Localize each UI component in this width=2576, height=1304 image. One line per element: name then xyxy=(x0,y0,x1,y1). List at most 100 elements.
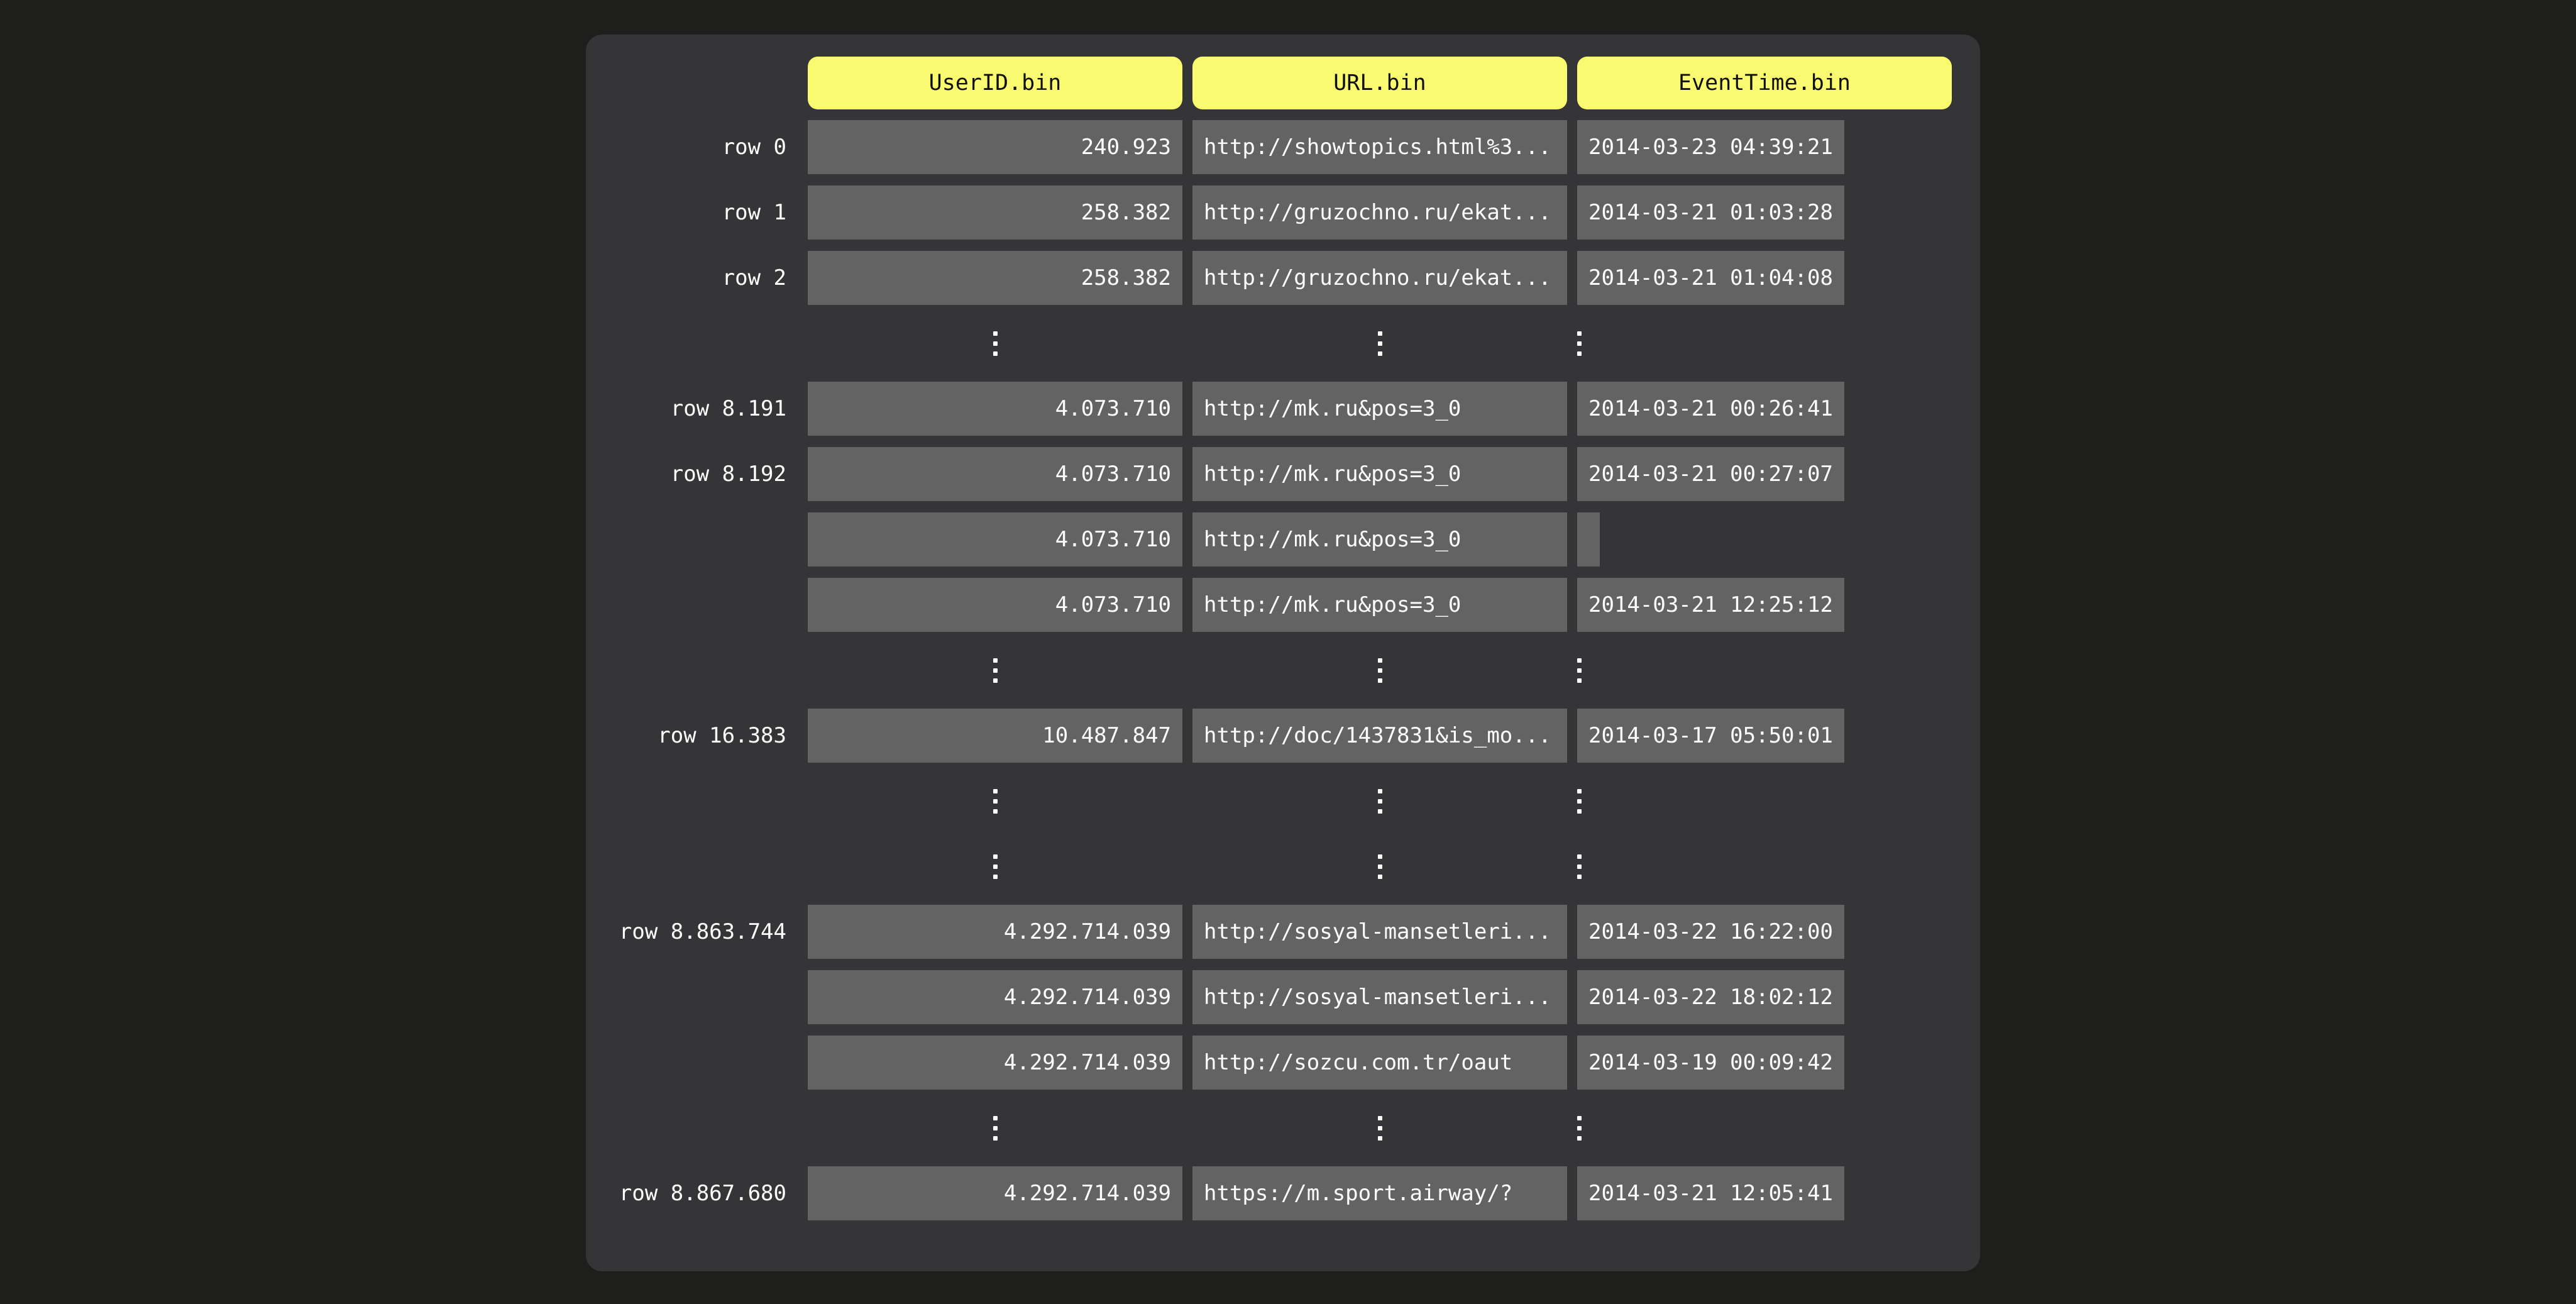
ellipsis-dot xyxy=(1577,809,1582,814)
cell-eventtime[interactable]: 2014-03-21 00:26:41 xyxy=(1577,382,1844,436)
cell-eventtime[interactable]: 2014-03-22 16:22:00 xyxy=(1577,905,1844,959)
ellipsis-dots xyxy=(1377,331,1382,356)
cell-userid[interactable]: 4.292.714.039 xyxy=(808,1166,1182,1220)
ellipsis-dot xyxy=(1377,864,1382,869)
column-header-userid[interactable]: UserID.bin xyxy=(808,57,1182,109)
ellipsis-dot xyxy=(993,809,998,814)
cell-eventtime[interactable] xyxy=(1577,512,1600,566)
cell-url[interactable]: http://gruzochno.ru/ekat... xyxy=(1192,185,1567,240)
cell-url-wrap: http://gruzochno.ru/ekat... xyxy=(1187,251,1572,305)
ellipsis-dot xyxy=(1377,331,1382,336)
cell-eventtime[interactable]: 2014-03-22 18:02:12 xyxy=(1577,970,1844,1024)
cell-eventtime-wrap: 2014-03-23 04:39:21 xyxy=(1572,120,1849,174)
table-row: row 1 258.382 http://gruzochno.ru/ekat... 2… xyxy=(586,180,1952,245)
vertical-ellipsis-icon xyxy=(1577,643,1582,697)
vertical-ellipsis-icon xyxy=(1577,839,1582,893)
cell-url-wrap: http://showtopics.html%3... xyxy=(1187,120,1572,174)
cell-userid[interactable]: 4.292.714.039 xyxy=(808,905,1182,959)
ellipsis-dot xyxy=(993,1135,998,1141)
ellipsis-cell-eventtime-wrap xyxy=(1572,1101,1587,1155)
cell-url[interactable]: http://showtopics.html%3... xyxy=(1192,120,1567,174)
ellipsis-dot xyxy=(1377,341,1382,346)
ellipsis-dot xyxy=(1577,788,1582,793)
cell-url[interactable]: http://gruzochno.ru/ekat... xyxy=(1192,251,1567,305)
cell-eventtime[interactable]: 2014-03-21 12:25:12 xyxy=(1577,578,1844,632)
cell-url[interactable]: http://mk.ru&pos=3_0 xyxy=(1192,382,1567,436)
ellipsis-dot xyxy=(1577,351,1582,356)
ellipsis-dot xyxy=(1577,854,1582,859)
cell-url[interactable]: http://mk.ru&pos=3_0 xyxy=(1192,512,1567,566)
ellipsis-dot xyxy=(1377,798,1382,804)
vertical-ellipsis-icon xyxy=(1192,316,1567,370)
ellipsis-dots xyxy=(993,658,998,683)
table-row: 4.292.714.039 http://sosyal-mansetleri...… xyxy=(586,964,1952,1030)
table-row: row 2 258.382 http://gruzochno.ru/ekat... 2… xyxy=(586,245,1952,311)
cell-url-wrap: http://mk.ru&pos=3_0 xyxy=(1187,382,1572,436)
ellipsis-dot xyxy=(1577,658,1582,663)
table-row: 4.292.714.039 http://sozcu.com.tr/oaut 201… xyxy=(586,1030,1952,1095)
cell-eventtime[interactable]: 2014-03-21 01:04:08 xyxy=(1577,251,1844,305)
ellipsis-cell-url-wrap xyxy=(1187,774,1572,828)
row-index-label: row 0 xyxy=(722,135,786,160)
cell-userid-wrap: 258.382 xyxy=(803,251,1187,305)
ellipsis-dot xyxy=(993,864,998,869)
cell-userid[interactable]: 4.073.710 xyxy=(808,512,1182,566)
row-index-label: row 16.383 xyxy=(658,723,786,748)
ellipsis-cell-eventtime-wrap xyxy=(1572,643,1587,697)
cell-userid[interactable]: 10.487.847 xyxy=(808,709,1182,763)
ellipsis-dot xyxy=(1377,351,1382,356)
cell-userid[interactable]: 258.382 xyxy=(808,251,1182,305)
ellipsis-dot xyxy=(993,351,998,356)
cell-url[interactable]: http://mk.ru&pos=3_0 xyxy=(1192,447,1567,501)
cell-eventtime[interactable]: 2014-03-19 00:09:42 xyxy=(1577,1036,1844,1090)
cell-userid[interactable]: 4.292.714.039 xyxy=(808,970,1182,1024)
ellipsis-dot xyxy=(993,678,998,683)
cell-url[interactable]: http://sosyal-mansetleri... xyxy=(1192,970,1567,1024)
header-cell-userid-wrap: UserID.bin xyxy=(803,57,1187,109)
table-row: row 8.191 4.073.710 http://mk.ru&pos=3_0 20… xyxy=(586,376,1952,441)
ellipsis-dot xyxy=(1577,331,1582,336)
table-body: row 0 240.923 http://showtopics.html%3... 2… xyxy=(586,114,1952,1226)
ellipsis-cell-url-wrap xyxy=(1187,316,1572,370)
cell-eventtime[interactable]: 2014-03-17 05:50:01 xyxy=(1577,709,1844,763)
cell-userid-wrap: 258.382 xyxy=(803,185,1187,240)
cell-userid-wrap: 10.487.847 xyxy=(803,709,1187,763)
cell-eventtime[interactable]: 2014-03-21 01:03:28 xyxy=(1577,185,1844,240)
column-header-eventtime[interactable]: EventTime.bin xyxy=(1577,57,1952,109)
cell-url[interactable]: http://doc/1437831&is_mo... xyxy=(1192,709,1567,763)
ellipsis-cell-userid-wrap xyxy=(803,643,1187,697)
cell-url-wrap: http://mk.ru&pos=3_0 xyxy=(1187,578,1572,632)
ellipsis-cell-url-wrap xyxy=(1187,1101,1572,1155)
cell-url[interactable]: http://sosyal-mansetleri... xyxy=(1192,905,1567,959)
ellipsis-dots xyxy=(1377,1115,1382,1141)
cell-userid[interactable]: 4.073.710 xyxy=(808,578,1182,632)
cell-userid[interactable]: 240.923 xyxy=(808,120,1182,174)
ellipsis-dot xyxy=(1577,874,1582,879)
data-panel: UserID.bin URL.bin EventTime.bin row 0 24… xyxy=(586,35,1980,1271)
cell-url[interactable]: https://m.sport.airway/? xyxy=(1192,1166,1567,1220)
cell-userid[interactable]: 4.073.710 xyxy=(808,447,1182,501)
cell-userid-wrap: 4.073.710 xyxy=(803,447,1187,501)
ellipsis-cell-eventtime-wrap xyxy=(1572,774,1587,828)
cell-url[interactable]: http://mk.ru&pos=3_0 xyxy=(1192,578,1567,632)
ellipsis-cell-url-wrap xyxy=(1187,643,1572,697)
column-header-url[interactable]: URL.bin xyxy=(1192,57,1567,109)
cell-eventtime-wrap: 2014-03-22 18:02:12 xyxy=(1572,970,1849,1024)
cell-eventtime[interactable]: 2014-03-23 04:39:21 xyxy=(1577,120,1844,174)
cell-eventtime[interactable]: 2014-03-21 00:27:07 xyxy=(1577,447,1844,501)
cell-url[interactable]: http://sozcu.com.tr/oaut xyxy=(1192,1036,1567,1090)
vertical-ellipsis-icon xyxy=(808,1101,1182,1155)
table-row: row 16.383 10.487.847 http://doc/1437831&i… xyxy=(586,703,1952,768)
vertical-ellipsis-icon xyxy=(808,316,1182,370)
cell-eventtime-wrap: 2014-03-21 01:03:28 xyxy=(1572,185,1849,240)
ellipsis-dots xyxy=(1577,1115,1582,1141)
row-index-label: row 8.867.680 xyxy=(619,1181,786,1206)
cell-eventtime[interactable]: 2014-03-21 12:05:41 xyxy=(1577,1166,1844,1220)
table-ellipsis-row xyxy=(586,834,1952,899)
cell-userid[interactable]: 4.073.710 xyxy=(808,382,1182,436)
cell-userid[interactable]: 258.382 xyxy=(808,185,1182,240)
cell-url-wrap: http://doc/1437831&is_mo... xyxy=(1187,709,1572,763)
table-row: row 8.192 4.073.710 http://mk.ru&pos=3_0 20… xyxy=(586,441,1952,507)
cell-userid[interactable]: 4.292.714.039 xyxy=(808,1036,1182,1090)
ellipsis-dots xyxy=(1377,854,1382,879)
